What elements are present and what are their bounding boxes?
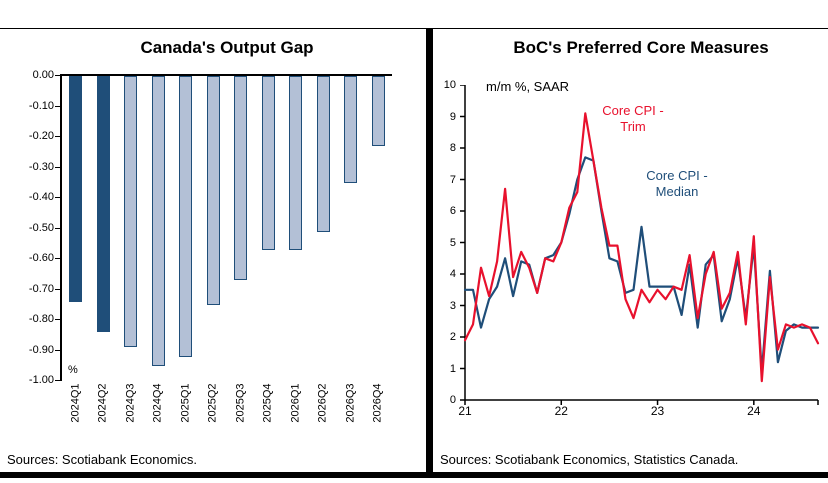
- bar-2026Q3: [344, 76, 358, 183]
- core-measures-chart-title: BoC's Preferred Core Measures: [513, 38, 769, 57]
- x-category-label: 2026Q3: [344, 383, 357, 423]
- x-category-label: 2024Q1: [69, 383, 82, 423]
- bar-2024Q4: [151, 76, 165, 366]
- panel-divider: [426, 28, 433, 478]
- output-gap-chart-title: Canada's Output Gap: [140, 38, 314, 57]
- y-tick-label: 0.00: [32, 69, 54, 81]
- median-series-label-line1: Core CPI -: [646, 168, 708, 183]
- bar-2024Q3: [124, 76, 138, 348]
- y-tick-label: -0.40: [28, 191, 54, 203]
- trim-series-label-line1: Core CPI -: [602, 103, 664, 118]
- bar-2025Q2: [206, 76, 220, 305]
- x-category-label: 2025Q3: [234, 383, 247, 423]
- y-tick-label: -0.30: [28, 160, 54, 173]
- x-category-label: 2024Q2: [96, 383, 109, 423]
- bar-2025Q1: [179, 76, 193, 357]
- x-category-label: 2024Q4: [151, 383, 164, 423]
- x-category-label: 2025Q4: [261, 383, 274, 423]
- x-category-label: 2026Q4: [371, 383, 384, 423]
- core-measures-unit-label: m/m %, SAAR: [486, 79, 570, 94]
- bar-2026Q1: [289, 76, 303, 250]
- y-tick-label: -0.60: [28, 252, 54, 264]
- output-gap-percent-label: %: [68, 364, 78, 376]
- core-measures-source-note: Sources: Scotiabank Economics, Statistic…: [440, 452, 739, 467]
- x-category-label: 2025Q1: [179, 383, 192, 423]
- top-horizontal-rule: [0, 28, 828, 29]
- y-tick-label: -0.70: [28, 282, 54, 295]
- median-series-label-line2: Median: [655, 184, 699, 199]
- bottom-horizontal-rule: [0, 472, 828, 478]
- y-tick-label: -0.20: [28, 130, 54, 142]
- y-tick-label: -1.00: [28, 374, 54, 386]
- series-line-core-cpi-trim: [463, 112, 820, 383]
- output-gap-plot-area: [62, 76, 392, 381]
- y-tick-label: -0.50: [28, 221, 54, 234]
- core-measures-plot-area: [460, 85, 820, 405]
- bar-2026Q4: [371, 76, 385, 147]
- x-category-label: 2024Q3: [124, 383, 137, 423]
- bar-2025Q4: [261, 76, 275, 250]
- x-category-label: 2026Q2: [316, 383, 329, 423]
- trim-series-label-line2: Trim: [620, 119, 646, 134]
- y-tick-label: -0.10: [28, 99, 54, 112]
- bar-2025Q3: [234, 76, 248, 281]
- trim-series-label: Core CPI - Trim: [578, 103, 688, 135]
- bar-2024Q1: [69, 76, 83, 302]
- output-gap-y-axis-line: [60, 74, 62, 381]
- y-tick-label: -0.90: [28, 343, 54, 356]
- output-gap-zero-line: [60, 74, 392, 76]
- y-tick-label: -0.80: [28, 313, 54, 325]
- median-series-label: Core CPI - Median: [622, 168, 732, 200]
- x-category-label: 2025Q2: [206, 383, 219, 423]
- x-category-label: 2026Q1: [289, 383, 302, 423]
- output-gap-source-note: Sources: Scotiabank Economics.: [7, 452, 198, 467]
- bar-2024Q2: [96, 76, 110, 333]
- bar-2026Q2: [316, 76, 330, 232]
